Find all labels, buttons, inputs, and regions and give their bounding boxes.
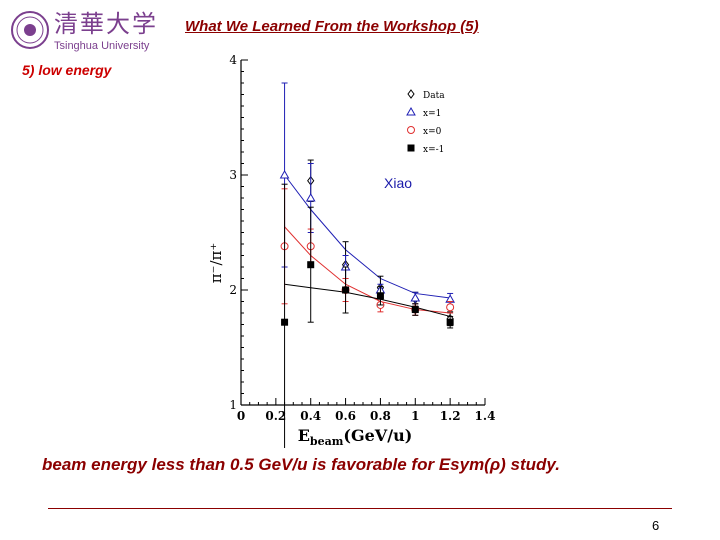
square-marker — [342, 286, 350, 294]
square-marker — [407, 144, 415, 152]
diamond-marker — [407, 89, 415, 99]
x-tick-label: 0.6 — [335, 409, 356, 423]
x-tick-label: 0.2 — [265, 409, 286, 423]
fit-curve — [284, 174, 451, 299]
logo-english-name: Tsinghua University — [54, 40, 150, 52]
square-marker — [446, 318, 454, 326]
x-tick-label: 0.8 — [370, 409, 391, 423]
fit-curve — [284, 226, 451, 314]
data-points — [279, 82, 456, 448]
x-tick-label: 1 — [411, 409, 419, 423]
author-annotation: Xiao — [384, 175, 413, 191]
university-seal-icon — [11, 11, 49, 49]
x-tick-label: 1.4 — [475, 409, 496, 423]
section-subtitle: 5) low energy — [22, 62, 112, 78]
conclusion-text: beam energy less than 0.5 GeV/u is favor… — [42, 455, 560, 474]
triangle-marker — [406, 106, 416, 116]
legend-label: Data — [423, 91, 445, 101]
slide-title: What We Learned From the Workshop (5) — [185, 18, 479, 35]
page-number: 6 — [652, 518, 660, 533]
fit-curve — [284, 283, 451, 317]
x-tick-label: 1.2 — [440, 409, 461, 423]
triangle-marker — [410, 293, 421, 302]
square-marker — [307, 261, 315, 269]
legend-label: x=-1 — [423, 145, 444, 155]
y-tick-label: 3 — [229, 168, 237, 182]
square-marker — [281, 318, 289, 326]
triangle-marker — [305, 192, 316, 202]
plot-legend: Data x=1 x=0 x=-1 — [406, 89, 445, 155]
y-tick-label: 4 — [229, 53, 237, 67]
triangle-marker — [279, 169, 290, 179]
fit-curves — [284, 174, 451, 317]
logo-chinese-name: 清華大学 — [54, 10, 158, 38]
legend-label: x=1 — [423, 109, 441, 119]
plot-axes: 0 0.2 0.4 0.6 0.8 1 1.2 1.4 1 2 3 4 — [229, 53, 495, 423]
x-tick-label: 0.4 — [300, 409, 321, 423]
y-tick-label: 1 — [229, 398, 237, 412]
x-axis-label-unit: (GeV/u) — [343, 426, 412, 445]
y-tick-label: 2 — [229, 283, 237, 297]
legend-label: x=0 — [423, 127, 442, 137]
circle-marker — [446, 303, 455, 312]
footer-divider — [48, 508, 672, 509]
y-axis-label: π⁻/π⁺ — [207, 243, 225, 284]
university-logo: 清華大学 Tsinghua University — [10, 8, 160, 60]
circle-marker — [407, 126, 415, 134]
square-marker — [376, 292, 384, 300]
x-axis-label: Ebeam(GeV/u) — [298, 426, 413, 448]
x-tick-label: 0 — [237, 409, 245, 423]
x-axis-label-sub: beam — [310, 435, 344, 448]
square-marker — [411, 306, 419, 314]
x-axis-label-main: E — [298, 426, 310, 445]
